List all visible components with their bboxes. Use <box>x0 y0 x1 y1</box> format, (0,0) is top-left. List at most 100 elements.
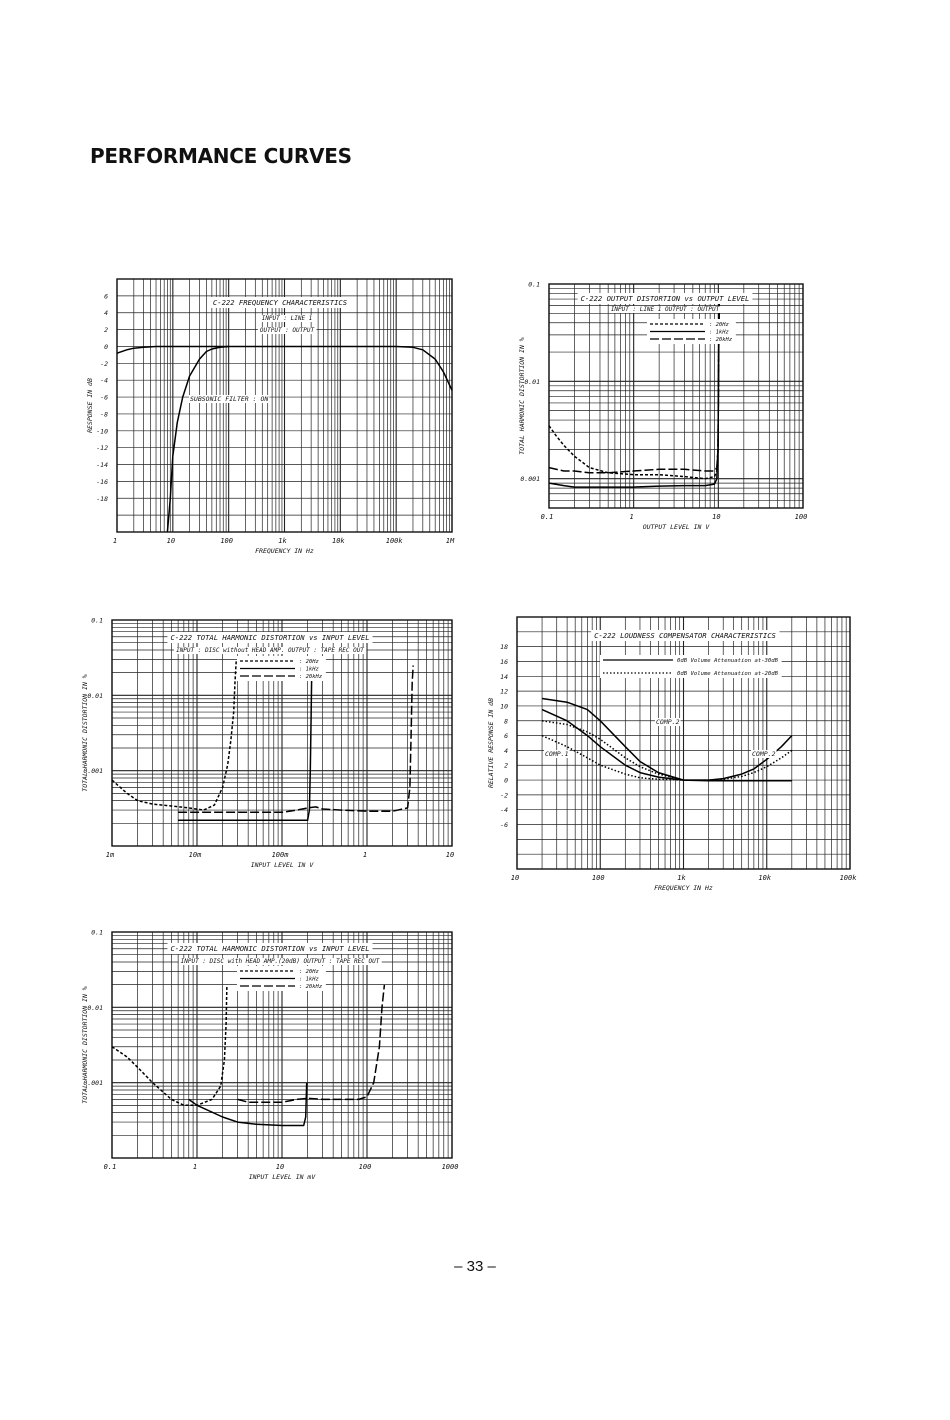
chart-annotation: COMP.2 <box>752 750 776 758</box>
x-tick-label: 10m <box>189 851 202 859</box>
x-tick-label: 100m <box>272 851 290 859</box>
chart-title: C-222 OUTPUT DISTORTION vs OUTPUT LEVEL <box>581 294 750 303</box>
legend-label: : 20Hz <box>299 659 320 665</box>
y-axis-label: TOTAL HARMONIC DISTORTION IN % <box>81 674 89 791</box>
chart-note: OUTPUT : OUTPUT <box>260 327 315 334</box>
y-tick-label: 14 <box>500 673 508 681</box>
legend: : 20Hz: 1kHz: 20kHz <box>237 656 326 681</box>
x-tick-label: 0.1 <box>541 513 554 521</box>
x-tick-label: 10 <box>511 874 519 882</box>
title-background <box>591 630 780 641</box>
y-tick-label: -2 <box>100 360 108 368</box>
note-background <box>178 958 382 965</box>
y-tick-label: 10 <box>500 702 508 710</box>
y-tick-label: 6 <box>104 292 108 300</box>
y-tick-label: 4 <box>104 309 108 317</box>
legend-label: : 20kHz <box>299 674 323 680</box>
y-tick-label: -10 <box>96 427 108 435</box>
x-tick-label: 10 <box>712 513 720 521</box>
chart-note: INPUT : DISC without HEAD AMP. OUTPUT : … <box>176 647 364 654</box>
legend-label: 0dB Volume Attenuation at-30dB <box>677 658 779 664</box>
y-tick-label: 0.001 <box>520 475 540 483</box>
y-tick-label: -16 <box>96 478 108 486</box>
y-tick-label: -12 <box>96 444 108 452</box>
chart-note: INPUT : LINE 1 <box>262 315 313 322</box>
grid <box>116 278 453 533</box>
annotation-background <box>189 395 270 403</box>
x-tick-label: 10k <box>332 537 345 545</box>
note-background <box>259 315 315 322</box>
x-tick-label: 1000 <box>442 1163 459 1171</box>
y-tick-label: 0.01 <box>87 1004 103 1012</box>
page-title: PERFORMANCE CURVES <box>90 144 352 168</box>
title-background <box>167 943 373 954</box>
y-tick-label: 0 <box>504 777 508 785</box>
legend-label: : 20Hz <box>709 322 730 328</box>
x-tick-label: 1k <box>677 874 686 882</box>
y-tick-label: -4 <box>100 377 108 385</box>
x-tick-label: 100 <box>220 537 233 545</box>
x-tick-label: 1M <box>446 537 455 545</box>
series-line <box>548 293 721 488</box>
legend-label: : 20kHz <box>299 984 323 990</box>
y-tick-label: -18 <box>96 495 108 503</box>
y-tick-label: 0.1 <box>528 281 540 289</box>
y-tick-label: 0.001 <box>83 767 103 775</box>
x-axis-label: FREQUENCY IN Hz <box>255 547 314 555</box>
chart-annotation: COMP.1 <box>545 750 569 758</box>
x-tick-label: 100 <box>592 874 605 882</box>
series-line <box>541 734 709 781</box>
page-number: – 33 – <box>454 1258 496 1275</box>
series-line <box>188 1082 308 1127</box>
series-line <box>237 984 386 1103</box>
y-tick-label: 18 <box>500 643 508 651</box>
series-line <box>178 659 313 821</box>
y-tick-label: 0.01 <box>87 692 103 700</box>
grid <box>111 931 453 1159</box>
y-tick-label: 0.1 <box>91 617 103 625</box>
x-tick-label: 10 <box>276 1163 284 1171</box>
x-tick-label: 1 <box>193 1163 197 1171</box>
y-axis-label: RESPONSE IN dB <box>86 378 94 433</box>
y-tick-label: 2 <box>504 762 508 770</box>
y-tick-label: 12 <box>500 688 508 696</box>
y-axis-label: TOTAL HARMONIC DISTORTION IN % <box>81 986 89 1103</box>
x-tick-label: 1m <box>106 851 115 859</box>
x-tick-label: 0.1 <box>104 1163 117 1171</box>
plot-frame <box>116 278 453 533</box>
y-tick-label: 0.001 <box>83 1079 103 1087</box>
x-axis-label: INPUT LEVEL IN mV <box>249 1173 317 1181</box>
plot-frame <box>516 616 851 870</box>
x-tick-label: 1 <box>363 851 367 859</box>
y-tick-label: 6 <box>504 732 508 740</box>
title-background <box>577 293 753 304</box>
x-tick-label: 100 <box>359 1163 372 1171</box>
x-axis-label: INPUT LEVEL IN V <box>251 861 315 869</box>
plot-frame <box>111 931 453 1159</box>
annotation-background <box>655 718 681 726</box>
chart-annotation: SUBSONIC FILTER : ON <box>190 395 268 403</box>
y-tick-label: 2 <box>104 326 108 334</box>
legend-label: 0dB Volume Attenuation at-20dB <box>677 671 779 677</box>
y-tick-label: -14 <box>96 461 108 469</box>
note-background <box>257 327 317 334</box>
series-line <box>111 659 238 811</box>
x-tick-label: 1 <box>113 537 117 545</box>
series-line <box>548 293 721 474</box>
y-axis-label: RELATIVE RESPONSE IN dB <box>487 698 495 788</box>
legend: : 20Hz: 1kHz: 20kHz <box>237 966 326 991</box>
plot-frame <box>111 619 453 847</box>
y-tick-label: -4 <box>500 806 508 814</box>
chart-note: INPUT : DISC with HEAD AMP.(20dB) OUTPUT… <box>181 958 380 965</box>
x-tick-label: 1 <box>630 513 634 521</box>
plot-frame <box>548 283 804 509</box>
x-tick-label: 100k <box>840 874 858 882</box>
series-line <box>166 345 229 533</box>
x-tick-label: 10k <box>758 874 771 882</box>
y-axis-label: TOTAL HARMONIC DISTORTION IN % <box>518 337 526 454</box>
x-tick-label: 100k <box>386 537 404 545</box>
